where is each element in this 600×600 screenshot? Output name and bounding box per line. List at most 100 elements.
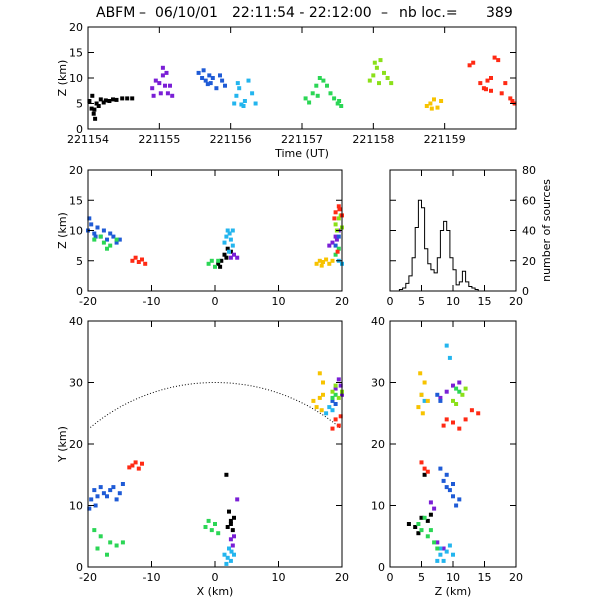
data-point [385, 76, 390, 80]
data-point [160, 73, 165, 78]
data-point [444, 472, 449, 477]
data-point [157, 81, 162, 86]
data-point [117, 237, 122, 242]
x-height-panel: -20 -10 0 10 20 0 5 10 15 20 Z (km) [56, 164, 349, 308]
data-point [229, 549, 234, 554]
data-point [164, 70, 169, 75]
data-point [108, 540, 113, 545]
x-tick-label: -10 [143, 571, 161, 584]
data-point [222, 252, 227, 257]
series-4 [232, 78, 258, 108]
data-point [432, 97, 436, 102]
x-tick-label: -10 [143, 295, 161, 308]
data-point [234, 93, 239, 98]
x-axis-title: Z (km) [435, 585, 472, 598]
x-axis: 0 5 10 15 20 [387, 170, 523, 308]
data-point [111, 234, 116, 239]
data-point [224, 561, 229, 566]
data-point [228, 522, 233, 526]
data-point [216, 531, 221, 536]
data-point [337, 99, 342, 103]
data-point [91, 111, 96, 116]
data-point [105, 494, 109, 499]
data-point [225, 246, 230, 251]
series-3 [435, 392, 462, 508]
y-tick-label: 30 [69, 377, 83, 390]
data-point [441, 546, 446, 551]
data-marks [87, 55, 517, 121]
data-point [441, 558, 446, 563]
data-point [438, 552, 443, 557]
data-point [111, 97, 115, 102]
data-point [457, 426, 462, 431]
x-tick-label: 221155 [138, 133, 180, 146]
data-point [87, 99, 92, 103]
data-point [333, 386, 338, 391]
data-point [444, 549, 449, 554]
data-point [133, 255, 138, 260]
data-point [224, 234, 229, 239]
data-point [92, 488, 97, 493]
data-point [314, 405, 319, 410]
data-point [232, 534, 236, 539]
data-point [419, 515, 424, 520]
x-axis-title: Time (UT) [274, 147, 329, 160]
data-point [227, 546, 231, 551]
data-point [328, 91, 333, 96]
data-point [108, 243, 113, 248]
data-point [425, 518, 430, 523]
data-point [201, 68, 206, 73]
data-point [120, 482, 125, 486]
data-point [330, 426, 335, 431]
data-point [209, 528, 214, 533]
data-point [333, 234, 338, 239]
series-8 [419, 408, 481, 474]
data-point [93, 234, 98, 239]
data-point [136, 466, 141, 471]
x-tick-label: 221154 [67, 133, 109, 146]
data-point [324, 411, 329, 416]
y-tick-label: 80 [522, 164, 536, 177]
y-tick-label: 15 [69, 47, 83, 60]
data-point [451, 420, 455, 425]
data-point [101, 228, 106, 233]
data-point [216, 261, 221, 266]
data-point [165, 91, 170, 96]
data-point [435, 105, 440, 110]
data-point [333, 243, 338, 248]
data-point [114, 97, 119, 102]
data-point [200, 76, 205, 80]
data-point [114, 240, 119, 245]
data-point [120, 96, 125, 101]
series-3 [196, 68, 227, 91]
data-point [89, 497, 94, 502]
y-axis-title: Z (km) [56, 60, 69, 97]
data-point [153, 78, 158, 83]
data-point [105, 246, 109, 251]
x-tick-label: 20 [335, 295, 349, 308]
data-point [228, 255, 233, 260]
data-point [330, 389, 335, 394]
data-point [416, 405, 421, 410]
data-point [114, 543, 119, 548]
data-point [330, 240, 335, 245]
data-point [333, 383, 338, 388]
y-tick-label: 40 [69, 315, 83, 328]
data-point [213, 264, 217, 269]
data-point [101, 240, 106, 245]
x-tick-label: 221156 [210, 133, 252, 146]
x-tick-label: -20 [79, 571, 97, 584]
data-point [228, 558, 233, 563]
data-point [130, 463, 135, 468]
data-point [339, 104, 344, 108]
data-point [336, 204, 341, 209]
data-marks [406, 343, 481, 563]
data-point [367, 78, 372, 83]
data-point [508, 96, 513, 101]
data-point [463, 417, 468, 422]
data-point [336, 395, 341, 400]
data-point [92, 237, 97, 242]
series-5 [416, 386, 462, 551]
data-point [117, 491, 122, 496]
y-tick-label: 30 [371, 377, 385, 390]
